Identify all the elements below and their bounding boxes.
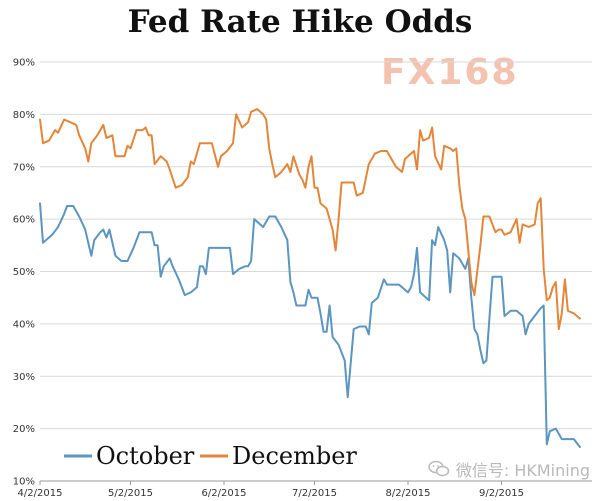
y-tick-label: 40%	[13, 319, 35, 330]
legend-label-december: December	[232, 442, 357, 470]
grid-lines	[40, 61, 592, 482]
series-lines	[39, 108, 581, 448]
x-tick-label: 6/2/2015	[202, 488, 247, 499]
y-tick-label: 60%	[13, 215, 35, 226]
series-line-december	[39, 108, 581, 331]
legend: October December	[64, 442, 357, 470]
series-line-october	[39, 202, 581, 448]
legend-label-october: October	[96, 442, 195, 470]
y-tick-label: 70%	[13, 162, 35, 173]
wechat-credit: 微信号: HKMining	[428, 457, 590, 481]
x-tick-label: 7/2/2015	[292, 488, 337, 499]
y-tick-label: 90%	[13, 58, 35, 69]
y-tick-label: 10%	[13, 477, 35, 488]
fx168-watermark: FX168	[381, 52, 519, 93]
x-axis-ticks: 4/2/2015 5/2/2015 6/2/2015 7/2/2015 8/2/2015…	[18, 480, 592, 499]
y-tick-label: 50%	[13, 267, 35, 278]
y-tick-label: 30%	[13, 372, 35, 383]
x-tick-label: 5/2/2015	[108, 488, 153, 499]
x-tick-label: 9/2/2015	[479, 488, 524, 499]
chart-title: Fed Rate Hike Odds	[127, 4, 473, 40]
y-tick-label: 20%	[13, 424, 35, 435]
y-axis-ticks: 10% 20% 30% 40% 50% 60% 70% 80% 90%	[13, 58, 35, 488]
wechat-icon	[428, 460, 450, 477]
x-tick-label: 8/2/2015	[386, 488, 431, 499]
credit-text: 微信号: HKMining	[455, 461, 590, 480]
x-tick-label: 4/2/2015	[18, 488, 63, 499]
y-tick-label: 80%	[13, 110, 35, 121]
